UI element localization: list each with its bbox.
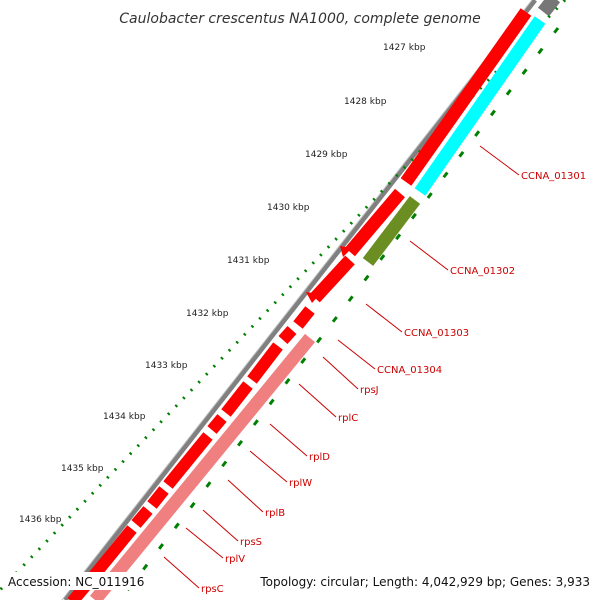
cds-rplb xyxy=(163,432,213,489)
leader-ccna-01304 xyxy=(337,339,376,370)
kbp-label: 1430 kbp xyxy=(267,203,310,213)
gene-label: CCNA_01303 xyxy=(404,328,469,339)
footer-accession-bg xyxy=(5,572,147,590)
cds-arrowhead xyxy=(340,246,352,257)
gene-label: rplC xyxy=(338,413,358,424)
kbp-label: 1436 kbp xyxy=(19,515,62,525)
leader-rplv xyxy=(185,527,224,559)
kbp-label: 1427 kbp xyxy=(383,43,426,53)
cds-rplc xyxy=(247,342,283,384)
leader-rplb xyxy=(227,479,264,513)
backbone-highlight xyxy=(61,0,533,600)
cds-arrowhead xyxy=(306,292,320,303)
gene-label: rplV xyxy=(225,554,245,565)
kbp-label: 1429 kbp xyxy=(305,150,348,160)
kbp-label: 1428 kbp xyxy=(344,97,387,107)
feature-pale xyxy=(89,333,316,600)
kbp-label: 1434 kbp xyxy=(103,412,146,422)
feature-olive xyxy=(362,196,421,266)
kbp-label: 1432 kbp xyxy=(186,309,229,319)
backbone-end-segment xyxy=(537,0,561,17)
gene-label: rplD xyxy=(309,452,330,463)
leader-rpsj xyxy=(322,356,359,390)
inner-tick-ring xyxy=(118,27,560,600)
leader-rpss xyxy=(202,509,239,542)
leader-rpsc xyxy=(163,556,200,589)
feature-cyan xyxy=(414,16,546,196)
gene-leaders xyxy=(163,145,520,589)
leader-rpld xyxy=(269,423,308,457)
gene-label: rplW xyxy=(289,478,312,489)
cds-ccna-01304 xyxy=(293,306,315,329)
cds-rpsc xyxy=(87,525,137,582)
accession-text: Accession: NC_011916 xyxy=(8,575,144,589)
gene-label: rplB xyxy=(265,508,285,519)
leader-ccna-01303 xyxy=(365,303,403,333)
summary-text: Topology: circular; Length: 4,042,929 bp… xyxy=(259,575,590,589)
cds-rpld xyxy=(221,381,253,417)
cds-ccna-01302 xyxy=(345,188,405,257)
footer-summary-bg xyxy=(258,572,594,590)
gene-label: rpsC xyxy=(201,584,224,595)
kbp-label: 1435 kbp xyxy=(61,464,104,474)
gene-label: rpsS xyxy=(240,537,262,548)
kbp-label: 1433 kbp xyxy=(145,361,188,371)
cds-rplv xyxy=(131,506,153,528)
gene-label: CCNA_01302 xyxy=(450,266,515,277)
kbp-labels: 1427 kbp 1428 kbp 1429 kbp 1430 kbp 1431… xyxy=(19,43,426,525)
leader-ccna-01301 xyxy=(479,145,520,176)
leader-ccna-01302 xyxy=(409,240,449,271)
scale-dotted-ring xyxy=(0,0,567,592)
feature-track xyxy=(89,16,546,600)
cds-ccna-01301 xyxy=(400,8,532,186)
leader-rplc xyxy=(298,383,337,418)
cds-rpss xyxy=(147,486,169,509)
cds-rplw xyxy=(207,414,227,434)
gene-label: CCNA_01304 xyxy=(377,365,442,376)
cds-ccna-01303 xyxy=(310,255,355,303)
cds-rpsj xyxy=(278,325,297,345)
cds-track xyxy=(67,8,532,600)
kbp-label: 1431 kbp xyxy=(227,256,270,266)
map-title: Caulobacter crescentus NA1000, complete … xyxy=(119,11,480,27)
gene-labels: CCNA_01301 CCNA_01302 CCNA_01303 CCNA_01… xyxy=(201,171,586,595)
gene-label: rpsJ xyxy=(360,385,379,396)
leader-rplw xyxy=(249,450,288,483)
gene-label: CCNA_01301 xyxy=(521,171,586,182)
